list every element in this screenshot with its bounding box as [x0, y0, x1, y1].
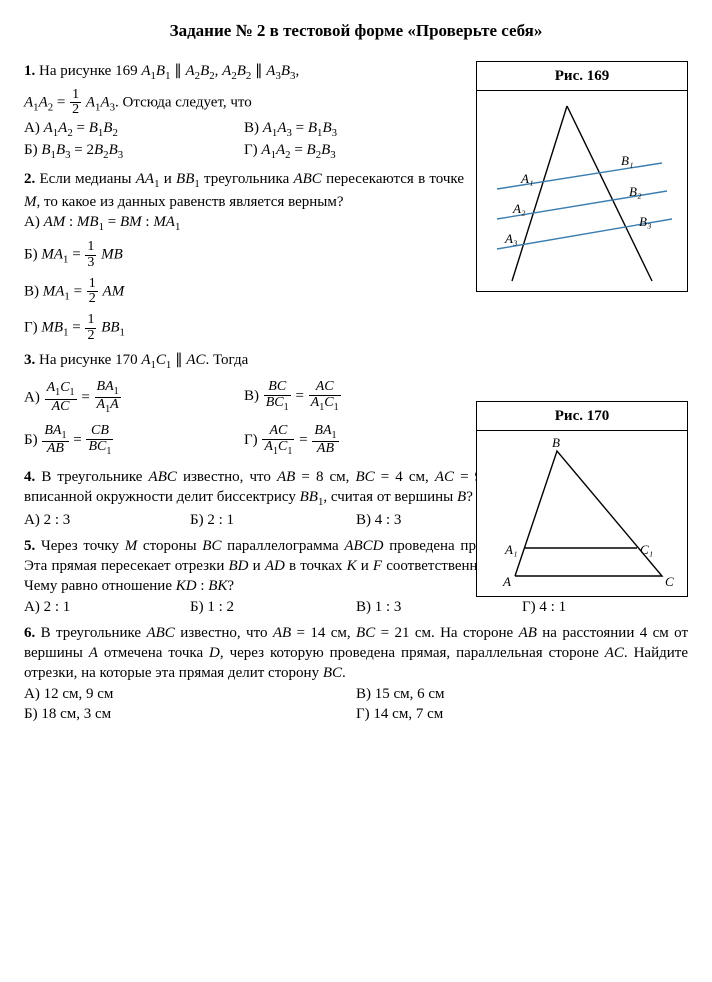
problem-3-num: 3.	[24, 352, 35, 368]
problem-2: 2. Если медианы AA1 и BB1 треугольника A…	[24, 169, 464, 344]
problem-4-num: 4.	[24, 469, 35, 485]
label-A1: A₁	[504, 542, 517, 557]
p2-text: Если медианы AA1 и BB1 треугольника ABC …	[24, 171, 464, 210]
label-C1: C₁	[640, 542, 653, 557]
label-B2: B₂	[629, 184, 642, 199]
figure-170-body: B A₁ C₁ A C	[477, 431, 687, 596]
label-A1: A₁	[520, 171, 533, 186]
figure-170: Рис. 170 B A₁ C₁ A C	[476, 401, 688, 597]
problem-1-num: 1.	[24, 63, 35, 79]
p6-choices: А) 12 см, 9 см В) 15 см, 6 см Б) 18 см, …	[24, 684, 688, 725]
label-A2: A₂	[512, 201, 526, 216]
label-A: A	[502, 574, 511, 589]
problem-5-num: 5.	[24, 538, 35, 554]
label-C: C	[665, 574, 674, 589]
label-B: B	[552, 435, 560, 450]
p1-choices: А) A1A2 = B1B2 В) A1A3 = B1B3 Б) B1B3 = …	[24, 118, 464, 163]
label-A3: A₃	[504, 231, 517, 246]
p1-text: На рисунке 169 A1B1 ∥ A2B2, A2B2 ∥ A3B3,	[39, 63, 299, 79]
figure-169-header: Рис. 169	[477, 62, 687, 91]
figure-169-body: A₁ A₂ A₃ B₁ B₂ B₃	[477, 91, 687, 291]
label-B1: B₁	[621, 153, 633, 168]
problem-6-num: 6.	[24, 625, 35, 641]
p6-text: В треугольнике ABC известно, что AB = 14…	[24, 625, 688, 682]
page-title: Задание № 2 в тестовой форме «Проверьте …	[24, 20, 688, 43]
p3-choices: А) A1C1AC = BA1A1A В) BCBC1 = ACA1C1 Б) …	[24, 376, 464, 461]
p2-choices: А) AM : MB1 = BM : MA1 Б) MA1 = 13 MB В)…	[24, 212, 464, 344]
problem-2-num: 2.	[24, 171, 35, 187]
p3-text: На рисунке 170 A1C1 ∥ AC. Тогда	[39, 352, 248, 368]
label-B3: B₃	[639, 214, 651, 229]
problem-1: 1. На рисунке 169 A1B1 ∥ A2B2, A2B2 ∥ A3…	[24, 61, 464, 163]
problem-6: 6. В треугольнике ABC известно, что AB =…	[24, 623, 688, 724]
figure-169: Рис. 169 A₁ A₂ A₃ B₁ B₂ B₃	[476, 61, 688, 292]
p5-choices: А) 2 : 1 Б) 1 : 2 В) 1 : 3 Г) 4 : 1	[24, 597, 688, 617]
problem-3: 3. На рисунке 170 A1C1 ∥ AC. Тогда А) A1…	[24, 350, 464, 461]
content-area: Рис. 169 A₁ A₂ A₃ B₁ B₂ B₃ Рис. 170	[24, 61, 688, 724]
figure-170-header: Рис. 170	[477, 402, 687, 431]
